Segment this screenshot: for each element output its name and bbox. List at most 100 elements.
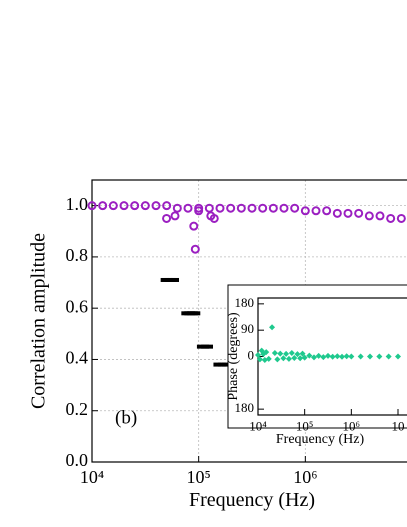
data-point [269,324,276,331]
data-point [263,349,270,356]
y-axis-label: Correlation amplitude [28,233,50,409]
x-tick-label: 10⁵ [296,418,314,433]
data-point [194,206,204,216]
data-point [310,354,317,361]
data-point [385,353,392,360]
x-tick-label: 10⁴ [249,418,267,433]
y-tick-label: 0.0 [66,450,89,470]
data-point [108,201,118,211]
data-point [247,203,257,213]
data-point [140,201,150,211]
data-point [343,208,353,218]
data-point [236,203,246,213]
data-point [162,213,172,223]
data-point [196,344,205,349]
data-point [172,203,182,213]
x-tick-label: 10⁶ [343,418,361,433]
y-tick-label: 180 [235,295,255,310]
data-point [325,352,331,359]
data-point [357,353,364,360]
data-point [162,201,172,211]
data-point [332,208,342,218]
data-point [290,203,300,213]
data-point [280,355,287,362]
x-axis-label: Frequency (Hz) [189,489,315,511]
data-point [329,353,336,360]
data-point [279,203,289,213]
data-point [395,353,401,360]
x-tick-label: 10 [392,418,405,433]
data-point [256,356,263,363]
data-point [226,203,236,213]
data-point [322,206,332,216]
x-tick-label: 10⁴ [80,467,104,487]
x-tick-label: 10⁶ [293,467,317,487]
x-tick-label: 10⁵ [187,467,211,487]
data-point [311,206,321,216]
data-point [130,201,140,211]
data-point [213,362,222,367]
data-point [209,213,219,223]
data-point [170,211,180,221]
data-point [205,344,214,349]
data-point [339,353,345,360]
inset-chart: 10⁴ 10⁵ 10⁶ 10 180 90 0 180 Frequency (Hz) Phase … [226,284,407,447]
data-point [348,353,355,360]
data-point [334,353,341,360]
y-tick-label: 0.8 [66,245,89,265]
plot-frame [91,179,407,463]
data-point [375,211,385,221]
data-point [119,201,129,211]
data-point [376,353,383,360]
data-point [320,354,327,361]
data-point [274,356,281,363]
data-point [315,352,322,359]
x-axis-label: Frequency (Hz) [276,432,365,447]
data-point [258,203,268,213]
data-point [386,213,396,223]
y-tick-label: 180 [235,400,255,415]
y-tick-label: 0.2 [66,399,89,419]
data-point [268,203,278,213]
data-point [285,355,292,362]
data-point [301,354,308,361]
data-point [291,354,298,361]
data-point [183,203,193,213]
data-point [192,311,201,316]
y-tick-label: 0.4 [66,348,89,368]
data-point [306,352,313,359]
y-axis-label: Phase (degrees) [226,312,241,401]
data-point [265,355,272,362]
data-point [87,201,97,211]
data-point [190,244,200,254]
data-point [297,355,304,362]
data-point [283,350,290,357]
y-tick-label: 90 [241,321,254,336]
data-point [354,208,364,218]
data-point [396,213,406,223]
data-point [367,353,373,360]
data-point [171,277,180,282]
y-tick-label: 0 [248,347,255,362]
data-point [294,351,301,358]
data-point [98,201,108,211]
data-point [221,362,230,367]
data-point [217,362,226,367]
data-point [151,201,161,211]
data-point [255,352,261,359]
data-point [300,206,310,216]
data-point [299,350,306,357]
data-point [277,350,284,357]
data-point [343,353,350,360]
data-point [288,349,295,356]
data-point [364,211,374,221]
y-tick-label: 0.6 [66,296,89,316]
annotation: (b) [115,407,137,428]
data-point [189,221,199,231]
y-tick-label: 1.0 [66,194,89,214]
data-point [215,203,225,213]
data-point [271,349,278,356]
